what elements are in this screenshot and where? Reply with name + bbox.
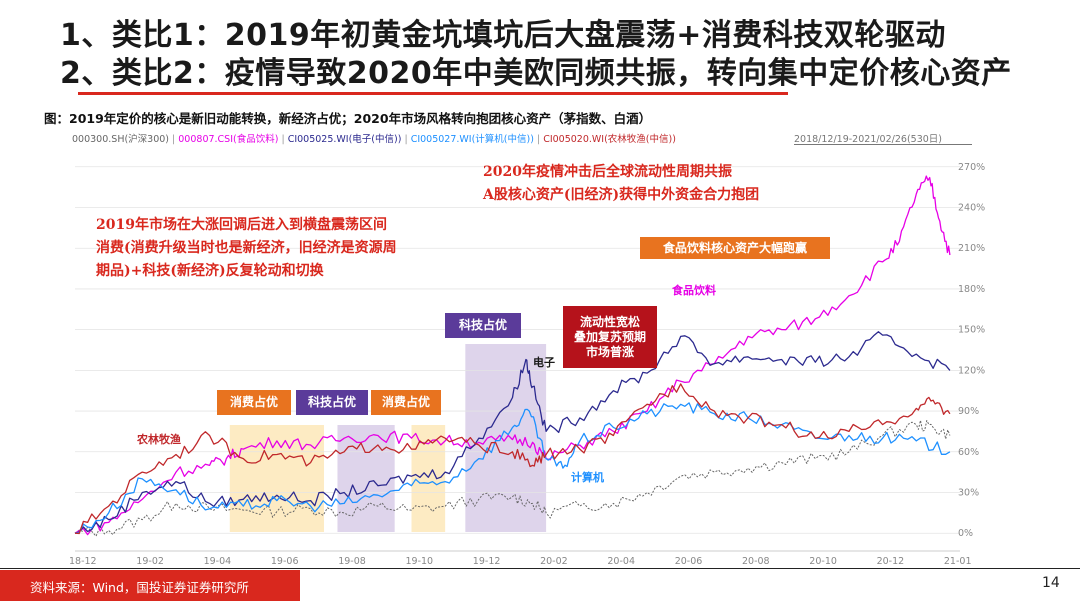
y-tick-label: 30% <box>958 488 979 499</box>
tech-lead-box-1: 科技占优 <box>296 390 368 415</box>
x-tick-label: 19-06 <box>271 556 299 567</box>
series-label-electronics: 电子 <box>533 356 555 369</box>
x-tick-label: 20-12 <box>877 556 905 567</box>
y-tick-label: 0% <box>958 528 973 539</box>
series-label-agri: 农林牧渔 <box>137 433 181 446</box>
series-label-food: 食品饮料 <box>672 284 716 297</box>
annotation-2019-line-1: 2019年市场在大涨回调后进入到横盘震荡区间 <box>96 217 387 233</box>
page-number: 14 <box>1042 575 1060 591</box>
food-lead-box: 食品饮料核心资产大幅跑赢 <box>640 237 830 259</box>
liquidity-box-line-1: 流动性宽松 <box>579 314 640 329</box>
consumer-lead-box-2: 消费占优 <box>371 390 441 415</box>
x-tick-label: 18-12 <box>69 556 97 567</box>
chart-legend: 000300.SH(沪深300) | 000807.CSI(食品饮料) | CI… <box>72 134 676 145</box>
series-label-computer: 计算机 <box>571 471 604 484</box>
annotation-2020: 2020年疫情冲击后全球流动性周期共振 A股核心资产(旧经济)获得中外资金合力抱… <box>483 161 759 207</box>
footer-source-band <box>0 570 300 601</box>
series-line-3 <box>74 331 951 534</box>
shaded-period-3 <box>411 425 446 532</box>
annotation-2019-line-2: 消费(消费升级当时也是新经济，旧经济是资源周 <box>96 240 397 256</box>
headline-line-1: 1、类比1：2019年初黄金坑填坑后大盘震荡+消费科技双轮驱动 <box>60 18 946 53</box>
legend-item-food: 000807.CSI(食品饮料) <box>178 134 279 145</box>
legend-item-agri: CI005020.WI(农林牧渔(中信)) <box>543 134 676 145</box>
annotation-2019: 2019年市场在大涨回调后进入到横盘震荡区间 消费(消费升级当时也是新经济，旧经… <box>96 214 397 283</box>
legend-item-hs300: 000300.SH(沪深300) <box>72 134 170 145</box>
y-tick-label: 90% <box>958 406 979 417</box>
x-tick-label: 19-04 <box>204 556 232 567</box>
date-range-underline <box>794 144 972 145</box>
x-tick-label: 19-10 <box>406 556 434 567</box>
legend-item-computer: CI005027.WI(计算机(中信)) <box>410 134 534 145</box>
shaded-periods <box>229 344 547 532</box>
axis-ticks: 0% 30% 60% 90% 120% 150% 180% 210% 240% 270% 18-12… <box>69 162 985 567</box>
y-tick-label: 120% <box>958 365 985 376</box>
x-tick-label: 20-04 <box>607 556 635 567</box>
annotation-2020-line-2: A股核心资产(旧经济)获得中外资金合力抱团 <box>483 187 760 203</box>
liquidity-box-line-2: 叠加复苏预期 <box>573 329 646 344</box>
footer-divider <box>0 568 1080 569</box>
y-tick-label: 270% <box>958 162 985 173</box>
x-tick-label: 19-02 <box>136 556 164 567</box>
x-tick-label: 20-02 <box>540 556 568 567</box>
x-tick-label: 20-08 <box>742 556 770 567</box>
consumer-lead-box-1: 消费占优 <box>217 390 291 415</box>
chart-date-range: 2018/12/19-2021/02/26(530日) <box>794 134 942 145</box>
shaded-period-1 <box>229 425 325 532</box>
x-tick-label: 20-06 <box>675 556 703 567</box>
annotation-2020-line-1: 2020年疫情冲击后全球流动性周期共振 <box>483 164 732 180</box>
x-tick-label: 21-01 <box>944 556 972 567</box>
headline-line-2: 2、类比2：疫情导致2020年中美欧同频共振，转向集中定价核心资产 <box>60 56 1012 91</box>
series-lines <box>74 175 951 537</box>
figure-caption: 图：2019年定价的核心是新旧动能转换，新经济占优；2020年市场风格转向抱团核… <box>44 111 652 126</box>
x-tick-label: 19-12 <box>473 556 501 567</box>
footer-source: 资料来源：Wind，国投证券证券研究所 <box>30 580 249 595</box>
y-tick-label: 150% <box>958 325 985 336</box>
legend-item-electronics: CI005025.WI(电子(中信)) <box>287 134 402 145</box>
y-tick-label: 180% <box>958 284 985 295</box>
x-tick-label: 19-08 <box>338 556 366 567</box>
y-tick-label: 240% <box>958 203 985 214</box>
series-line-2 <box>74 175 951 536</box>
series-line-5 <box>74 383 951 535</box>
series-line-1 <box>74 419 951 537</box>
y-tick-label: 60% <box>958 447 979 458</box>
tech-lead-box-2: 科技占优 <box>445 313 521 338</box>
liquidity-box-line-3: 市场普涨 <box>585 344 634 359</box>
y-tick-label: 210% <box>958 243 985 254</box>
shaded-period-2 <box>337 425 395 532</box>
headline-underline <box>78 92 788 95</box>
annotation-2019-line-3: 期品)+科技(新经济)反复轮动和切换 <box>96 263 324 279</box>
x-tick-label: 20-10 <box>809 556 837 567</box>
liquidity-box: 流动性宽松 叠加复苏预期 市场普涨 <box>563 306 657 368</box>
